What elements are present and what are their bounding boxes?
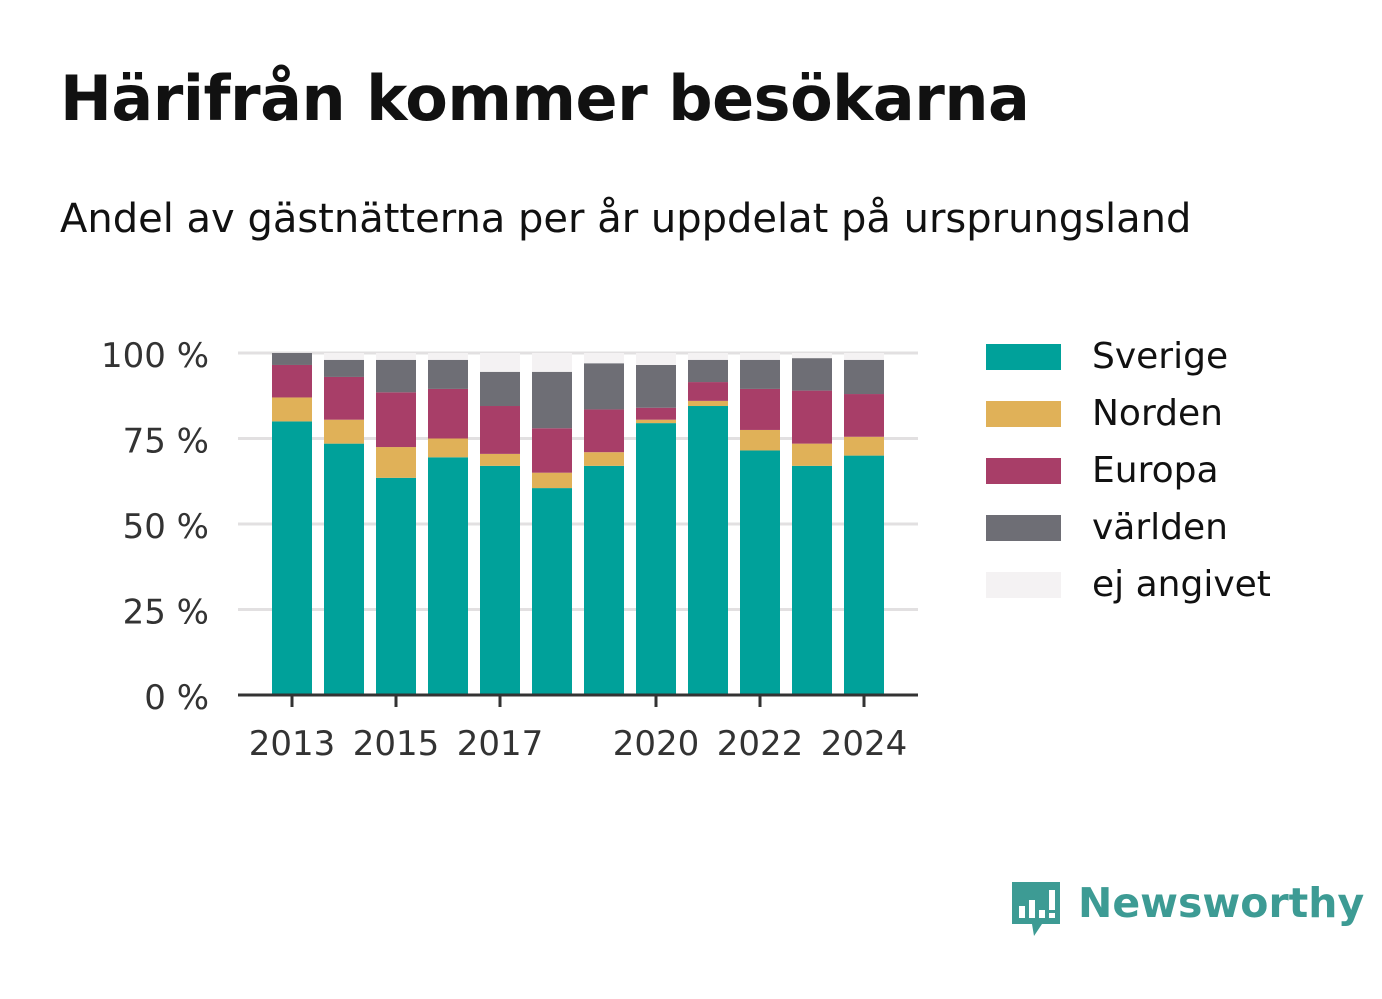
newsworthy-logo-icon (1012, 882, 1060, 936)
bar-segment (324, 376, 364, 420)
bar-segment (844, 353, 884, 360)
y-tick-label: 50 % (123, 507, 209, 547)
bar-segment (324, 419, 364, 444)
bars (272, 353, 884, 695)
bar-segment (376, 353, 416, 360)
bar-segment (324, 443, 364, 695)
y-tick-label: 25 % (123, 593, 209, 633)
bar-segment (636, 407, 676, 420)
bar-segment (792, 353, 832, 359)
bar-segment (480, 371, 520, 407)
bar-segment (636, 423, 676, 695)
bar-segment (740, 429, 780, 451)
legend-swatch (986, 401, 1061, 427)
legend-swatch (986, 572, 1061, 598)
tick-labels: 0 % 25 % 50 % 75 % 100 % 2013 2015 2017 2020 2022… (101, 336, 907, 764)
bar-segment (272, 364, 312, 398)
bar-segment (584, 409, 624, 453)
legend-label: ej angivet (1092, 564, 1271, 605)
bar-segment (792, 443, 832, 466)
bar-segment (688, 406, 728, 695)
bar-segment (844, 394, 884, 437)
bar-segment (428, 388, 468, 439)
bar-segment (532, 472, 572, 489)
x-tick-label: 2022 (717, 724, 804, 764)
bar-segment (376, 447, 416, 478)
x-tick-label: 2017 (457, 724, 544, 764)
bar-segment (792, 465, 832, 695)
bar-segment (480, 453, 520, 466)
bar-segment (532, 353, 572, 372)
bar-segment (428, 438, 468, 458)
bar-segment (376, 392, 416, 448)
bar-segment (792, 390, 832, 444)
bar-segment (428, 457, 468, 695)
bar-segment (584, 465, 624, 695)
bar-segment (740, 359, 780, 389)
bar-segment (376, 359, 416, 393)
bar-segment (688, 353, 728, 360)
bar-segment (532, 428, 572, 473)
legend-label: Norden (1092, 393, 1223, 434)
bar-segment (324, 353, 364, 360)
brand-name: Newsworthy (1078, 879, 1365, 927)
x-tick-label: 2015 (353, 724, 440, 764)
bar-segment (480, 406, 520, 454)
bar-segment (740, 450, 780, 695)
bar-segment (532, 371, 572, 429)
bar-segment (740, 388, 780, 430)
y-tick-label: 0 % (144, 678, 209, 718)
legend-label: Sverige (1092, 336, 1229, 377)
bar-segment (844, 436, 884, 456)
bar-segment (792, 358, 832, 391)
x-tick-label: 2013 (249, 724, 336, 764)
legend-label: Europa (1092, 450, 1219, 491)
bar-segment (584, 452, 624, 466)
bar-segment (272, 397, 312, 422)
legend-swatch (986, 458, 1061, 484)
legend-label: världen (1092, 507, 1228, 548)
axes (238, 693, 918, 707)
bar-segment (480, 465, 520, 695)
legend-swatch (986, 515, 1061, 541)
bar-segment (688, 400, 728, 407)
bar-segment (376, 477, 416, 695)
bar-segment (584, 353, 624, 364)
bar-segment (272, 421, 312, 695)
bar-segment (844, 455, 884, 695)
x-tick-label: 2020 (613, 724, 700, 764)
bar-segment (272, 353, 312, 365)
y-tick-label: 75 % (123, 422, 209, 462)
legend-swatch (986, 344, 1061, 370)
x-tick-label: 2024 (821, 724, 908, 764)
y-tick-label: 100 % (101, 336, 209, 376)
bar-segment (532, 488, 572, 695)
bar-segment (428, 353, 468, 360)
bar-segment (636, 353, 676, 365)
bar-segment (688, 359, 728, 383)
bar-segment (688, 382, 728, 401)
chart-subtitle: Andel av gästnätterna per år uppdelat på… (60, 196, 1192, 242)
chart-title: Härifrån kommer besökarna (60, 62, 1030, 135)
bar-segment (844, 359, 884, 395)
bar-segment (740, 353, 780, 360)
bar-segment (428, 359, 468, 389)
bar-segment (324, 359, 364, 377)
bar-segment (636, 364, 676, 408)
bar-segment (636, 419, 676, 424)
bar-segment (584, 363, 624, 410)
bar-segment (480, 353, 520, 372)
